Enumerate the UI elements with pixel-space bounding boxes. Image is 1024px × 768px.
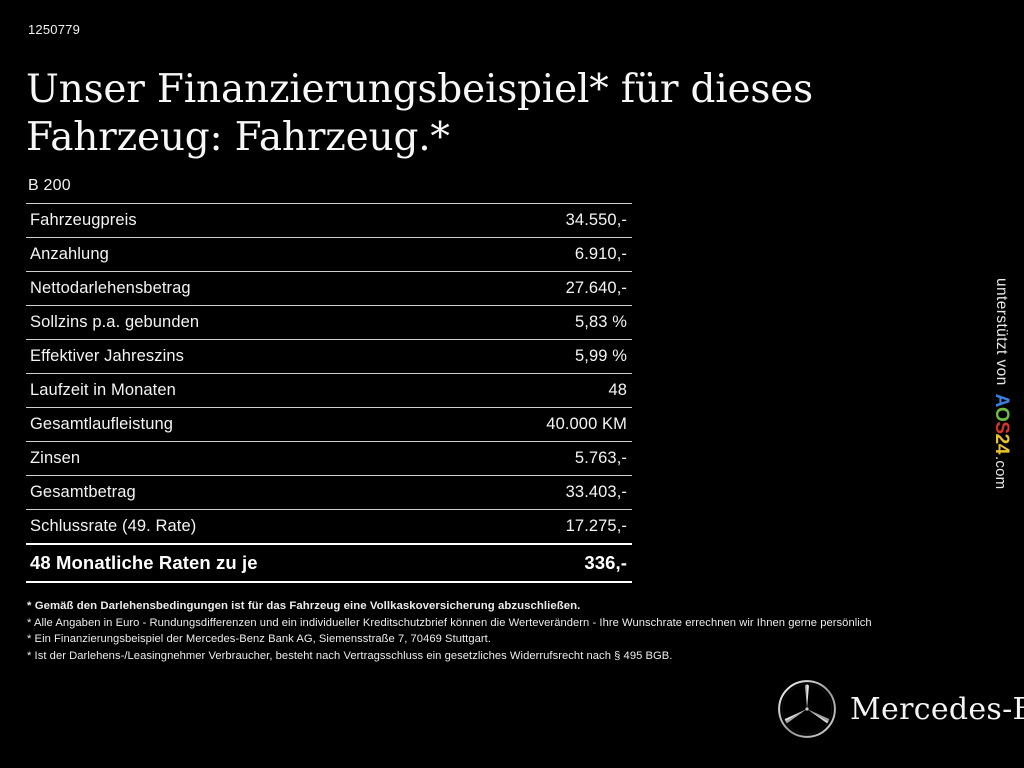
aos24-letter-4: 4	[991, 443, 1012, 455]
sponsor-tld: .com	[992, 456, 1010, 490]
mercedes-benz-wordmark: Mercedes-Benz	[850, 691, 1024, 727]
sponsor-label: unterstützt von	[993, 278, 1010, 386]
aos24-letter-2: 2	[991, 433, 1012, 444]
row-label: Schlussrate (49. Rate)	[30, 517, 197, 535]
aos24-letter-a: A	[991, 393, 1012, 407]
mercedes-benz-logo: Mercedes-Benz	[776, 678, 1024, 740]
footnote-item: * Alle Angaben in Euro - Rundungsdiffere…	[27, 616, 872, 629]
row-value: 6.910,-	[574, 245, 627, 263]
financing-table: Fahrzeugpreis 34.550,- Anzahlung 6.910,-…	[26, 203, 632, 583]
table-row: Zinsen 5.763,-	[26, 441, 632, 476]
table-row: Schlussrate (49. Rate) 17.275,-	[26, 509, 632, 545]
row-value: 5,99 %	[575, 347, 627, 365]
footnote-item: * Gemäß den Darlehensbedingungen ist für…	[27, 600, 581, 612]
table-row: Sollzins p.a. gebunden 5,83 %	[26, 305, 632, 340]
page-title: Unser Finanzierungsbeispiel* für dieses …	[26, 67, 813, 160]
row-value: 5.763,-	[574, 449, 627, 467]
row-label: Anzahlung	[30, 245, 109, 263]
row-value: 40.000 KM	[546, 415, 627, 433]
row-value: 34.550,-	[565, 211, 627, 229]
row-value: 17.275,-	[565, 517, 627, 535]
row-label: Fahrzeugpreis	[30, 211, 137, 229]
footnote-item: * Ein Finanzierungsbeispiel der Mercedes…	[27, 633, 491, 646]
row-value: 33.403,-	[565, 483, 627, 501]
vehicle-model-label: B 200	[28, 177, 71, 194]
table-row: Laufzeit in Monaten 48	[26, 373, 632, 408]
row-label: Effektiver Jahreszins	[30, 347, 185, 365]
mercedes-star-icon	[778, 680, 836, 738]
sponsor-badge: unterstützt von AOS24 .com	[984, 278, 1018, 568]
row-label: Gesamtlaufleistung	[30, 415, 174, 433]
table-row-total: 48 Monatliche Raten zu je 336,-	[26, 544, 632, 582]
total-label: 48 Monatliche Raten zu je	[30, 552, 258, 573]
aos24-letter-o: O	[991, 407, 1012, 422]
total-value: 336,-	[584, 552, 627, 573]
row-label: Zinsen	[30, 449, 81, 467]
table-row: Effektiver Jahreszins 5,99 %	[26, 339, 632, 374]
row-value: 27.640,-	[565, 279, 627, 297]
row-label: Laufzeit in Monaten	[30, 381, 176, 399]
row-label: Nettodarlehensbetrag	[30, 279, 191, 297]
row-value: 5,83 %	[575, 313, 627, 331]
document-id: 1250779	[28, 22, 81, 37]
row-value: 48	[608, 381, 627, 399]
footnotes: * Gemäß den Darlehensbedingungen ist für…	[27, 598, 1002, 664]
row-label: Sollzins p.a. gebunden	[30, 313, 200, 331]
row-label: Gesamtbetrag	[30, 483, 136, 501]
table-row: Anzahlung 6.910,-	[26, 237, 632, 272]
footnote-item: * Ist der Darlehens-/Leasingnehmer Verbr…	[27, 649, 673, 662]
table-row: Fahrzeugpreis 34.550,-	[26, 203, 632, 238]
table-row: Gesamtbetrag 33.403,-	[26, 475, 632, 510]
aos24-logo[interactable]: AOS24	[990, 394, 1012, 454]
financing-table-body: Fahrzeugpreis 34.550,- Anzahlung 6.910,-…	[26, 203, 632, 582]
aos24-letter-s: S	[991, 421, 1012, 434]
table-row: Gesamtlaufleistung 40.000 KM	[26, 407, 632, 442]
table-row: Nettodarlehensbetrag 27.640,-	[26, 271, 632, 306]
